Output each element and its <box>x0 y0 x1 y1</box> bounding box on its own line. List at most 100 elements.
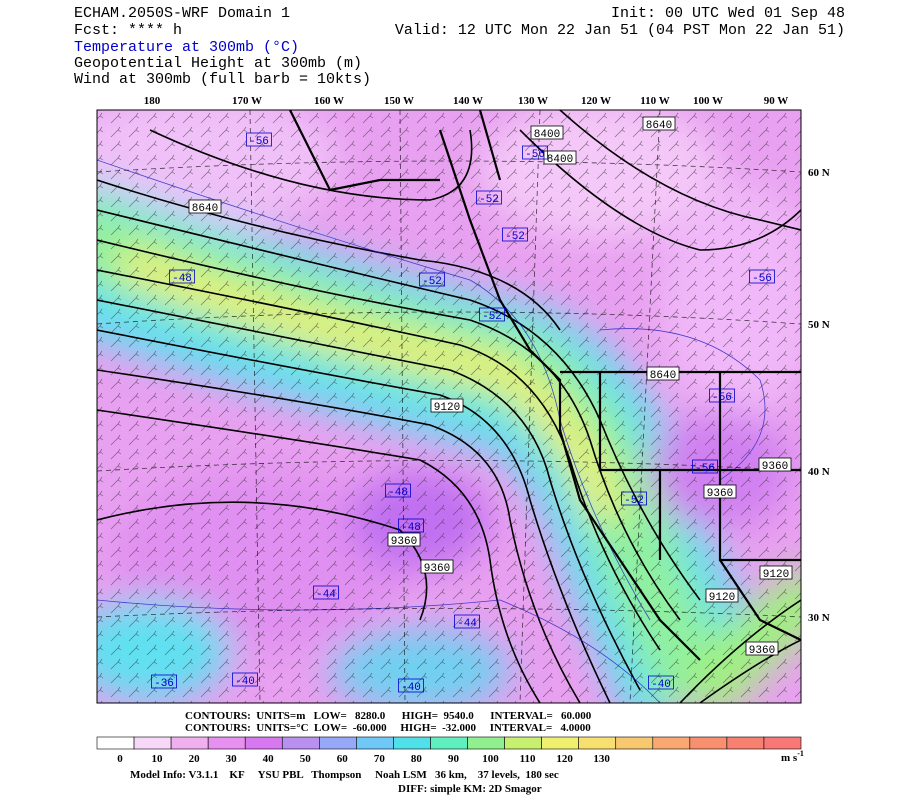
temperature-label-box <box>398 518 424 533</box>
temperature-label: -36 <box>151 674 177 690</box>
title: ECHAM.2050S-WRF Domain 1 <box>74 5 290 22</box>
temperature-label-text: -48 <box>172 273 192 285</box>
height-label: 9360 <box>758 457 792 473</box>
temperature-label: -52 <box>479 307 505 323</box>
colorbar-tick-label: 80 <box>411 753 423 765</box>
map-area: 8400 8640 8400 8640 9120 8640 9360 9360 9360 9360… <box>97 110 801 703</box>
colorbar-swatch <box>652 736 691 750</box>
colorbar-tick-label: 50 <box>300 753 312 765</box>
longitude-label: 120 W <box>581 95 611 107</box>
height-label-text: 9360 <box>391 536 417 548</box>
colorbar-swatch <box>763 736 802 750</box>
temperature-label-box <box>398 678 424 693</box>
height-label-box <box>705 588 739 603</box>
height-label-box <box>430 398 464 413</box>
temperature-label-box <box>169 269 195 284</box>
temperature-label-text: -56 <box>249 136 269 148</box>
temperature-label-text: -52 <box>479 194 499 206</box>
temperature-label: -56 <box>522 145 548 161</box>
temperature-label: -52 <box>502 227 528 243</box>
temperature-label: -48 <box>169 269 195 285</box>
colorbar-swatch <box>281 736 320 750</box>
temperature-label-text: -48 <box>388 487 408 499</box>
height-label-text: 8640 <box>650 370 676 382</box>
colorbar-swatch <box>207 736 246 750</box>
temperature-label-box <box>502 227 528 242</box>
colorbar-swatch <box>319 736 357 750</box>
colorbar-tick-label: 120 <box>556 753 573 765</box>
longitude-label: 170 W <box>232 95 262 107</box>
height-label-text: 9360 <box>749 645 775 657</box>
temperature-label: -40 <box>232 672 258 688</box>
init-time: Init: 00 UTC Wed 01 Sep 48 <box>611 5 845 22</box>
temperature-label: -44 <box>313 585 339 601</box>
height-label-text: 9360 <box>762 461 788 473</box>
temperature-label-box <box>151 674 177 689</box>
contour-info-height: CONTOURS: UNITS=m LOW= 8280.0 HIGH= 9540… <box>185 710 592 722</box>
colorbar-tick-label: 60 <box>337 753 349 765</box>
field-wind: Wind at 300mb (full barb = 10kts) <box>74 71 371 88</box>
height-label-text: 9120 <box>434 402 460 414</box>
longitude-label: 90 W <box>764 95 789 107</box>
longitude-label: 100 W <box>693 95 723 107</box>
height-label-box <box>543 150 577 165</box>
height-label: 9120 <box>705 588 739 604</box>
colorbar-swatch <box>356 736 394 750</box>
height-label: 8400 <box>530 125 564 141</box>
latitude-label: 50 N <box>808 319 830 331</box>
field-height: Geopotential Height at 300mb (m) <box>74 55 362 72</box>
temperature-label-box <box>648 675 674 690</box>
height-label-text: 9120 <box>763 569 789 581</box>
model-diff: DIFF: simple KM: 2D Smagor <box>398 783 542 795</box>
height-label-box <box>758 457 792 472</box>
height-label-box <box>420 559 454 574</box>
longitude-label: 140 W <box>453 95 483 107</box>
height-label: 8640 <box>188 199 222 215</box>
colorbar-tick-label: 0 <box>117 753 123 765</box>
height-label: 8640 <box>642 116 676 132</box>
height-label: 9360 <box>703 484 737 500</box>
colorbar-swatch <box>578 736 617 750</box>
temperature-label-text: -56 <box>525 149 545 161</box>
temperature-label: -48 <box>398 518 424 534</box>
colorbar-swatch <box>244 736 283 750</box>
temperature-label-text: -40 <box>401 682 421 694</box>
temperature-label: -52 <box>419 272 445 288</box>
height-label-box <box>646 366 680 381</box>
temperature-label-text: -40 <box>235 676 255 688</box>
temperature-label: -56 <box>692 459 718 475</box>
colorbar-tick-label: 10 <box>152 753 164 765</box>
height-label-text: 9360 <box>424 563 450 575</box>
temperature-label: -56 <box>749 269 775 285</box>
colorbar-swatch <box>96 736 135 750</box>
colorbar-tick-label: 40 <box>263 753 275 765</box>
temperature-label: -52 <box>621 491 647 507</box>
colorbar-unit: m s-1 <box>781 749 804 764</box>
height-label-box <box>188 199 222 214</box>
height-label-text: 9360 <box>707 488 733 500</box>
colorbar-tick-label: 110 <box>520 753 536 765</box>
temperature-label-box <box>232 672 258 687</box>
colorbar-swatch <box>615 736 654 750</box>
height-label: 9360 <box>420 559 454 575</box>
temperature-label-box <box>454 614 480 629</box>
temperature-label: -56 <box>246 132 272 148</box>
longitude-label: 180 <box>144 95 161 107</box>
colorbar-swatch <box>133 736 172 750</box>
temperature-label: -48 <box>385 483 411 499</box>
temperature-label-box <box>692 459 718 474</box>
temperature-label-text: -40 <box>651 679 671 691</box>
colorbar-tick-label: 90 <box>448 753 460 765</box>
height-label: 9120 <box>759 565 793 581</box>
colorbar-swatch <box>541 736 579 750</box>
temperature-label-text: -52 <box>422 276 442 288</box>
temperature-label-box <box>476 190 502 205</box>
temperature-label-box <box>522 145 548 160</box>
height-label-text: 8640 <box>192 203 218 215</box>
temperature-label-text: -52 <box>624 495 644 507</box>
height-label-box <box>387 532 421 547</box>
temperature-label-text: -56 <box>712 392 732 404</box>
height-label-box <box>530 125 564 140</box>
contour-info-temperature: CONTOURS: UNITS=°C LOW= -60.000 HIGH= -3… <box>185 722 591 734</box>
